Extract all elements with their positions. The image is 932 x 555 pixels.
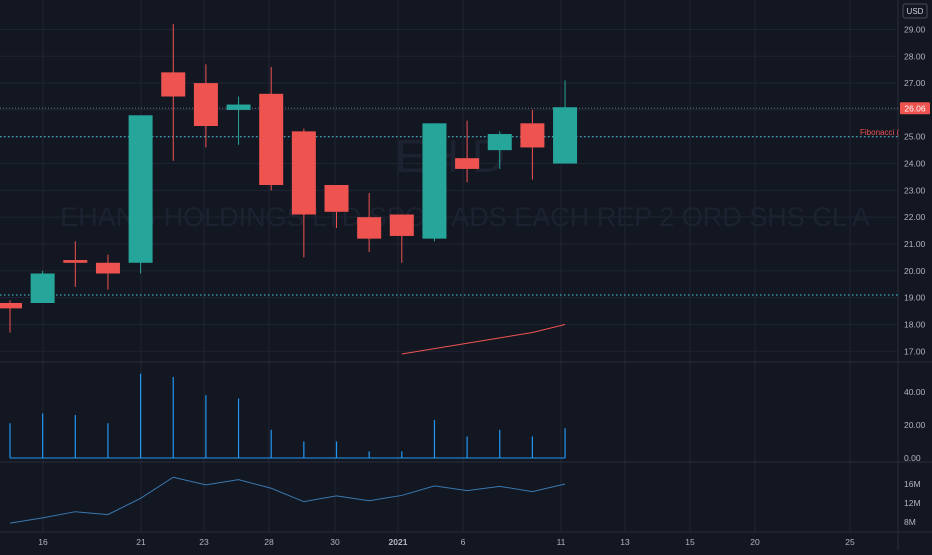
price-tick-label: 27.00 — [904, 78, 926, 88]
candle-up[interactable] — [226, 104, 251, 110]
moving-average — [401, 323, 566, 355]
price-tick-label: 21.00 — [904, 239, 926, 249]
time-tick-label: 30 — [330, 537, 340, 547]
candle-down[interactable] — [291, 131, 316, 215]
oscillator-tick-label: 12M — [904, 498, 921, 508]
time-tick-label: 23 — [199, 537, 209, 547]
volume-tick-label: 0.00 — [904, 453, 921, 463]
horizontal-lines — [0, 107, 898, 296]
candle-down[interactable] — [357, 217, 382, 239]
price-tick-label: 23.00 — [904, 185, 926, 195]
last-price-value: 26.06 — [904, 103, 926, 113]
price-tick-label: 22.00 — [904, 212, 926, 222]
volume-tick-label: 20.00 — [904, 420, 926, 430]
candle-down[interactable] — [520, 123, 545, 148]
price-tick-label: 25.00 — [904, 132, 926, 142]
candle-up[interactable] — [553, 107, 578, 164]
time-tick-label: 28 — [264, 537, 274, 547]
ma-line — [401, 323, 566, 355]
price-tick-label: 17.00 — [904, 346, 926, 356]
time-tick-label: 21 — [136, 537, 146, 547]
time-tick-label: 6 — [461, 537, 466, 547]
price-tick-label: 18.00 — [904, 319, 926, 329]
time-axis[interactable]: 16 21 23 28 30 2021 6 11 13 15 20 25 — [38, 537, 855, 547]
time-tick-label: 16 — [38, 537, 48, 547]
candle-down[interactable] — [455, 158, 480, 169]
fibonacci-label: Fibonacci ( — [860, 128, 899, 137]
watermark-symbol: EH D — [395, 130, 505, 182]
candle-up[interactable] — [128, 115, 153, 263]
oscillator-line — [9, 476, 566, 524]
volume-pane — [9, 373, 566, 459]
currency-button[interactable]: USD — [902, 3, 928, 19]
price-tick-label: 20.00 — [904, 266, 926, 276]
symbol-watermark: EH D EHANG HOLDINGS LTD SPON ADS EACH RE… — [60, 130, 870, 232]
candle-down[interactable] — [161, 72, 186, 97]
candle-down[interactable] — [193, 83, 218, 126]
oscillator-pane — [9, 476, 566, 524]
candle-down[interactable] — [389, 214, 414, 236]
candle-down[interactable] — [95, 262, 120, 274]
candle-up[interactable] — [30, 273, 55, 304]
candle-down[interactable] — [259, 93, 284, 185]
candle-down[interactable] — [63, 260, 88, 263]
oscillator-tick-label: 8M — [904, 517, 916, 527]
time-tick-label: 25 — [845, 537, 855, 547]
time-tick-label: 2021 — [389, 537, 408, 547]
price-axis[interactable]: 17.00 18.00 19.00 20.00 21.00 22.00 23.00 24.00… — [904, 24, 926, 527]
last-price-badge: 26.06 — [900, 102, 930, 115]
candle-up[interactable] — [487, 134, 512, 151]
price-tick-label: 29.00 — [904, 24, 926, 34]
oscillator-tick-label: 16M — [904, 479, 921, 489]
time-tick-label: 20 — [750, 537, 760, 547]
currency-label: USD — [907, 7, 924, 16]
price-tick-label: 28.00 — [904, 51, 926, 61]
candle-up[interactable] — [422, 123, 447, 239]
price-tick-label: 19.00 — [904, 293, 926, 303]
candle-down[interactable] — [324, 185, 349, 212]
candles[interactable] — [0, 24, 578, 333]
time-tick-label: 15 — [685, 537, 695, 547]
volume-tick-label: 40.00 — [904, 387, 926, 397]
price-tick-label: 24.00 — [904, 159, 926, 169]
time-tick-label: 13 — [620, 537, 630, 547]
candle-down[interactable] — [0, 303, 22, 309]
time-tick-label: 11 — [557, 537, 566, 547]
watermark-description: EHANG HOLDINGS LTD SPON ADS EACH REP 2 O… — [60, 202, 870, 232]
